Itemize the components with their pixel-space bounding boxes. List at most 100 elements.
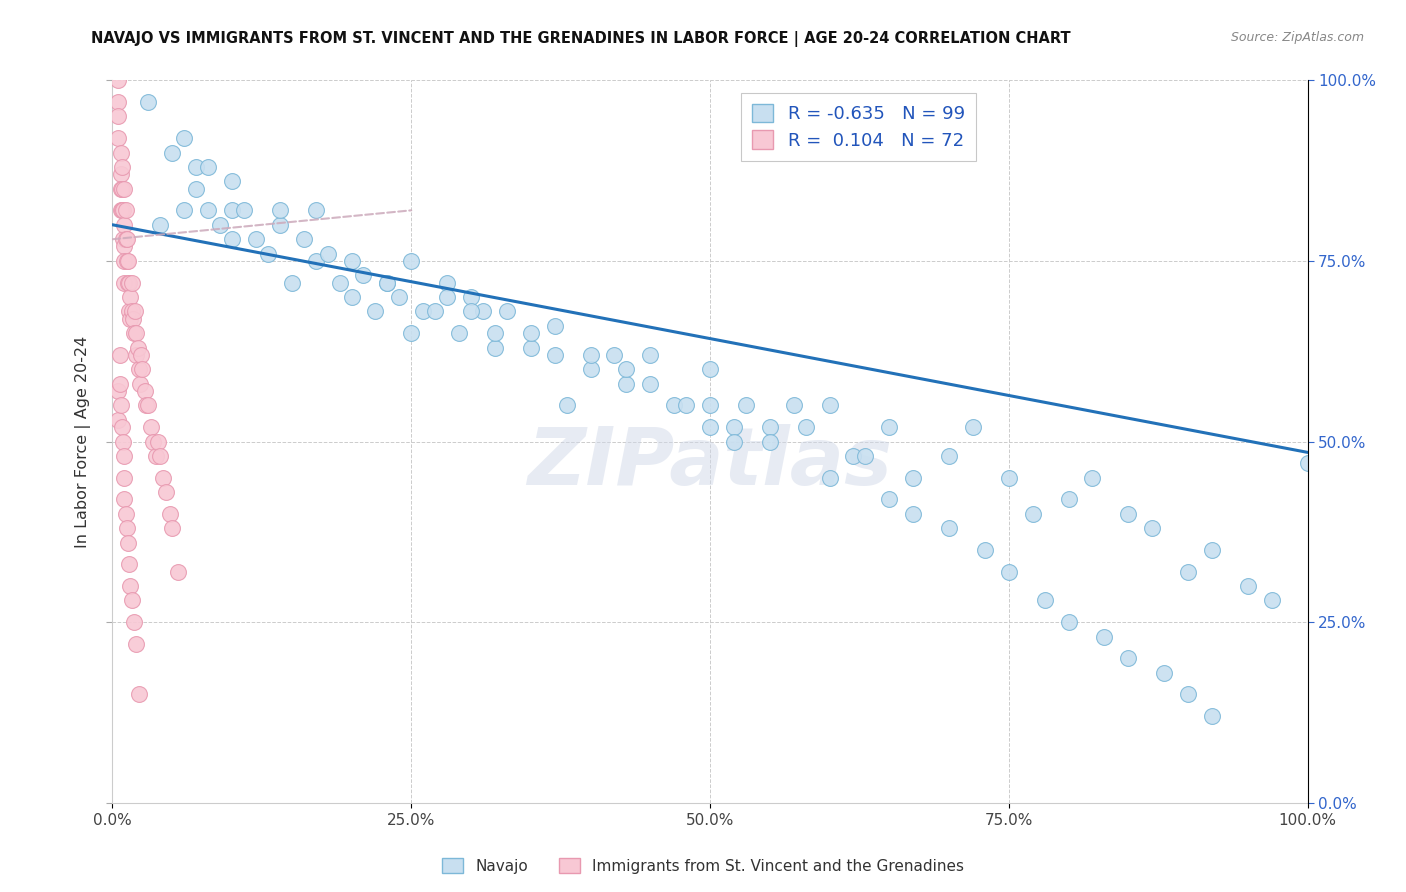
Point: [110, 145, 132, 160]
Legend: Navajo, Immigrants from St. Vincent and the Grenadines: Navajo, Immigrants from St. Vincent and …: [436, 852, 970, 880]
Point: [138, 95, 160, 109]
Point: [129, 348, 152, 362]
Point: [120, 579, 142, 593]
Point: [112, 434, 135, 449]
Point: [112, 232, 135, 246]
Point: [120, 311, 142, 326]
Point: [114, 218, 135, 232]
Point: [723, 434, 745, 449]
Point: [269, 218, 291, 232]
Point: [603, 348, 626, 362]
Point: [496, 304, 519, 318]
Point: [118, 304, 141, 318]
Point: [699, 362, 721, 376]
Point: [998, 470, 1021, 484]
Point: [543, 318, 565, 333]
Point: [903, 507, 925, 521]
Point: [938, 521, 960, 535]
Point: [146, 434, 169, 449]
Point: [124, 304, 146, 318]
Point: [107, 110, 129, 124]
Point: [640, 376, 662, 391]
Point: [120, 290, 142, 304]
Point: [162, 145, 183, 160]
Point: [1261, 593, 1284, 607]
Point: [121, 593, 143, 607]
Point: [245, 232, 267, 246]
Point: [149, 449, 172, 463]
Point: [107, 95, 129, 109]
Point: [142, 434, 165, 449]
Point: [664, 398, 686, 412]
Point: [352, 268, 374, 283]
Point: [616, 362, 638, 376]
Point: [127, 341, 149, 355]
Point: [114, 239, 135, 253]
Point: [186, 182, 208, 196]
Point: [1057, 492, 1080, 507]
Point: [938, 449, 960, 463]
Point: [675, 398, 697, 412]
Point: [305, 203, 328, 218]
Point: [436, 276, 458, 290]
Point: [640, 348, 662, 362]
Point: [377, 276, 399, 290]
Point: [162, 521, 183, 535]
Point: [257, 246, 280, 260]
Point: [221, 203, 243, 218]
Point: [159, 507, 181, 521]
Point: [117, 535, 139, 549]
Point: [735, 398, 758, 412]
Point: [1057, 615, 1080, 630]
Point: [1201, 542, 1223, 557]
Point: [115, 521, 138, 535]
Point: [112, 203, 135, 218]
Point: [616, 376, 638, 391]
Point: [974, 542, 997, 557]
Point: [135, 398, 157, 412]
Point: [128, 687, 150, 701]
Point: [520, 326, 543, 340]
Point: [117, 253, 139, 268]
Point: [111, 420, 134, 434]
Point: [1296, 456, 1319, 470]
Point: [364, 304, 387, 318]
Point: [1237, 579, 1260, 593]
Point: [377, 276, 399, 290]
Point: [1177, 687, 1199, 701]
Point: [145, 449, 167, 463]
Point: [121, 304, 143, 318]
Point: [472, 304, 495, 318]
Point: [129, 376, 152, 391]
Point: [579, 362, 602, 376]
Point: [233, 203, 256, 218]
Point: [186, 160, 208, 174]
Point: [134, 384, 156, 398]
Point: [1081, 470, 1104, 484]
Legend: R = -0.635   N = 99, R =  0.104   N = 72: R = -0.635 N = 99, R = 0.104 N = 72: [741, 93, 976, 161]
Point: [221, 232, 243, 246]
Point: [401, 253, 423, 268]
Point: [107, 384, 129, 398]
Point: [759, 434, 782, 449]
Point: [520, 341, 543, 355]
Point: [114, 276, 135, 290]
Point: [108, 376, 131, 391]
Point: [1022, 507, 1045, 521]
Point: [281, 276, 304, 290]
Point: [818, 470, 841, 484]
Point: [114, 203, 136, 218]
Point: [114, 507, 136, 521]
Point: [114, 253, 135, 268]
Point: [460, 304, 482, 318]
Point: [412, 304, 434, 318]
Point: [555, 398, 578, 412]
Point: [111, 182, 134, 196]
Point: [167, 565, 190, 579]
Text: NAVAJO VS IMMIGRANTS FROM ST. VINCENT AND THE GRENADINES IN LABOR FORCE | AGE 20: NAVAJO VS IMMIGRANTS FROM ST. VINCENT AN…: [91, 31, 1071, 47]
Point: [340, 290, 363, 304]
Point: [1142, 521, 1164, 535]
Y-axis label: In Labor Force | Age 20-24: In Labor Force | Age 20-24: [75, 335, 91, 548]
Point: [305, 253, 328, 268]
Point: [155, 485, 177, 500]
